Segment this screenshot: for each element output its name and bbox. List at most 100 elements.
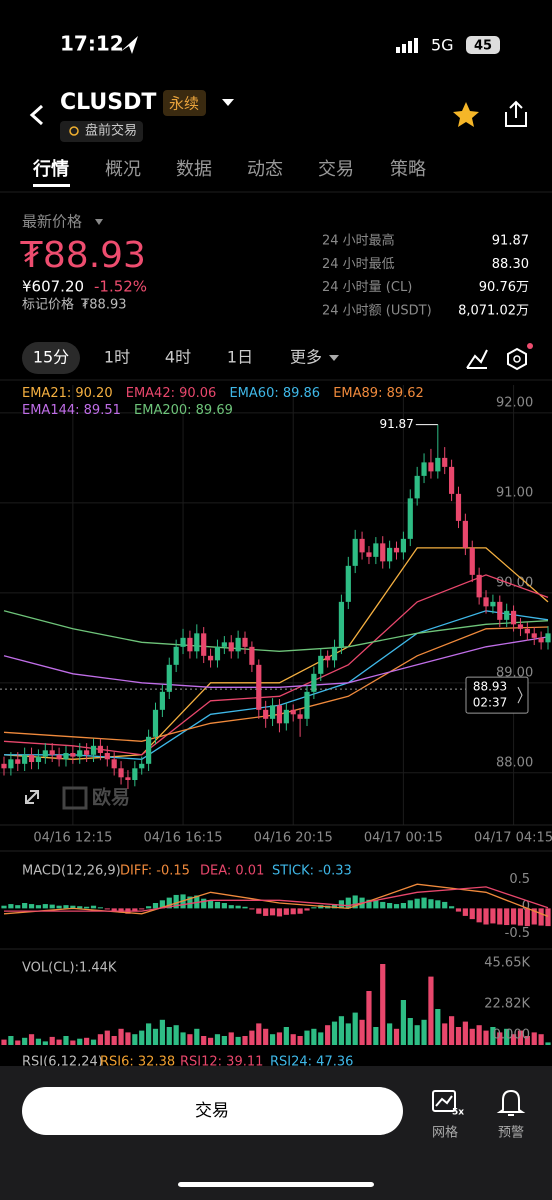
- indicator-button[interactable]: [466, 349, 488, 369]
- volume-bar: [497, 1032, 503, 1045]
- macd-bar: [504, 908, 510, 926]
- volume-bar: [97, 1034, 104, 1045]
- stat-value: 90.76万: [479, 280, 529, 295]
- candle-body: [476, 574, 482, 598]
- macd-bar: [497, 908, 503, 925]
- interval[interactable]: 1时: [104, 348, 130, 367]
- price-dropdown[interactable]: [95, 219, 103, 225]
- tab[interactable]: 概况: [105, 159, 141, 180]
- stat-value: 91.87: [492, 234, 529, 249]
- tab[interactable]: 数据: [176, 159, 212, 180]
- volume-bar: [283, 1027, 289, 1045]
- ema-legend: EMA21: 90.20 EMA42: 90.06 EMA60: 89.86 E…: [22, 385, 482, 419]
- candle-body: [152, 709, 159, 737]
- volume-bar: [311, 1028, 317, 1045]
- interval[interactable]: 更多: [290, 348, 322, 367]
- macd-bar: [304, 908, 310, 911]
- macd-bar: [276, 908, 283, 917]
- macd-bar: [35, 905, 42, 909]
- macd-bar: [269, 908, 276, 916]
- volume-bar: [207, 1037, 214, 1045]
- macd-bar: [311, 907, 317, 909]
- tab[interactable]: 策略: [390, 159, 426, 180]
- candle-body: [345, 565, 351, 602]
- tab[interactable]: 行情: [32, 158, 69, 180]
- tab[interactable]: 动态: [247, 159, 283, 180]
- cny-price: ¥607.20: [22, 278, 84, 296]
- grid-icon[interactable]: [432, 1090, 456, 1112]
- stat-value: 8,071.02万: [458, 303, 529, 318]
- favorite-star[interactable]: [453, 102, 479, 127]
- candle-body: [297, 714, 303, 719]
- volume-bar: [448, 1016, 455, 1045]
- legend-entry: RSI6: 32.38: [100, 1055, 175, 1070]
- candle-body: [325, 655, 331, 661]
- macd-bar: [146, 906, 152, 909]
- more-dropdown[interactable]: [329, 355, 339, 361]
- home-indicator: [178, 1182, 374, 1187]
- indicator-line: [3, 547, 549, 760]
- badge: 永续: [169, 95, 199, 113]
- volume-bar: [8, 1036, 14, 1045]
- sun-icon: [69, 126, 79, 136]
- macd-bar: [22, 903, 28, 909]
- notification-dot: [527, 343, 533, 349]
- y-tick-label: 88.00: [496, 755, 533, 770]
- candle-body: [104, 753, 110, 760]
- volume-bar: [228, 1032, 234, 1045]
- candle-body: [497, 601, 503, 620]
- chevron: [517, 686, 523, 704]
- interval[interactable]: 4时: [165, 348, 191, 367]
- volume-bar: [490, 1027, 496, 1045]
- battery-level: 45: [474, 39, 492, 54]
- logo: [62, 786, 88, 810]
- legend-entry: EMA144: 89.51: [22, 403, 121, 418]
- candle-body: [56, 754, 62, 760]
- y-tick-label: 0: [522, 899, 530, 914]
- interval[interactable]: 1日: [227, 348, 253, 367]
- volume-bar: [462, 1021, 468, 1045]
- macd-bar: [455, 908, 462, 912]
- volume-bar: [22, 1037, 28, 1045]
- candle-body: [400, 538, 406, 553]
- battery: [466, 36, 500, 54]
- symbol[interactable]: CLUSDT: [60, 90, 156, 115]
- candle-body: [77, 750, 83, 757]
- back-button[interactable]: [29, 104, 44, 126]
- candle-body: [538, 637, 544, 643]
- volume-bar: [414, 1025, 420, 1045]
- chip-bg: [60, 121, 143, 142]
- candle-body: [111, 759, 117, 769]
- candle-body: [49, 750, 55, 755]
- interval-bar: 15分 1时 4时 1日 更多: [33, 348, 322, 367]
- macd-bar: [366, 899, 372, 909]
- candle-body: [359, 538, 365, 553]
- volume-bar: [132, 1034, 138, 1045]
- symbol-dropdown[interactable]: [222, 99, 234, 106]
- volume-bar: [476, 1025, 482, 1045]
- volume-bar: [366, 991, 372, 1045]
- tab[interactable]: 交易: [318, 159, 354, 180]
- alert-icon[interactable]: [496, 1089, 526, 1116]
- pre-market-chip: 盘前交易: [85, 123, 137, 139]
- macd-bar: [56, 905, 62, 909]
- macd-bar: [387, 903, 393, 909]
- expand-button[interactable]: [25, 790, 39, 804]
- volume-bar: [152, 1028, 159, 1045]
- macd-bar: [442, 901, 448, 909]
- macd-bar: [435, 900, 441, 909]
- macd-bar: [483, 908, 489, 925]
- trade-button[interactable]: [22, 1087, 403, 1135]
- candle-body: [469, 547, 475, 575]
- settings-dot: [513, 355, 521, 363]
- y-tick-label: 91.00: [496, 485, 533, 500]
- stat-label: 24 小时最低: [322, 257, 395, 272]
- settings-button[interactable]: [507, 347, 527, 371]
- signal-icon: [396, 38, 418, 53]
- volume-bar: [276, 1032, 283, 1045]
- candle-body: [331, 646, 338, 661]
- candle-body: [132, 768, 138, 781]
- interval[interactable]: 15分: [33, 348, 69, 367]
- share-button[interactable]: [505, 100, 527, 127]
